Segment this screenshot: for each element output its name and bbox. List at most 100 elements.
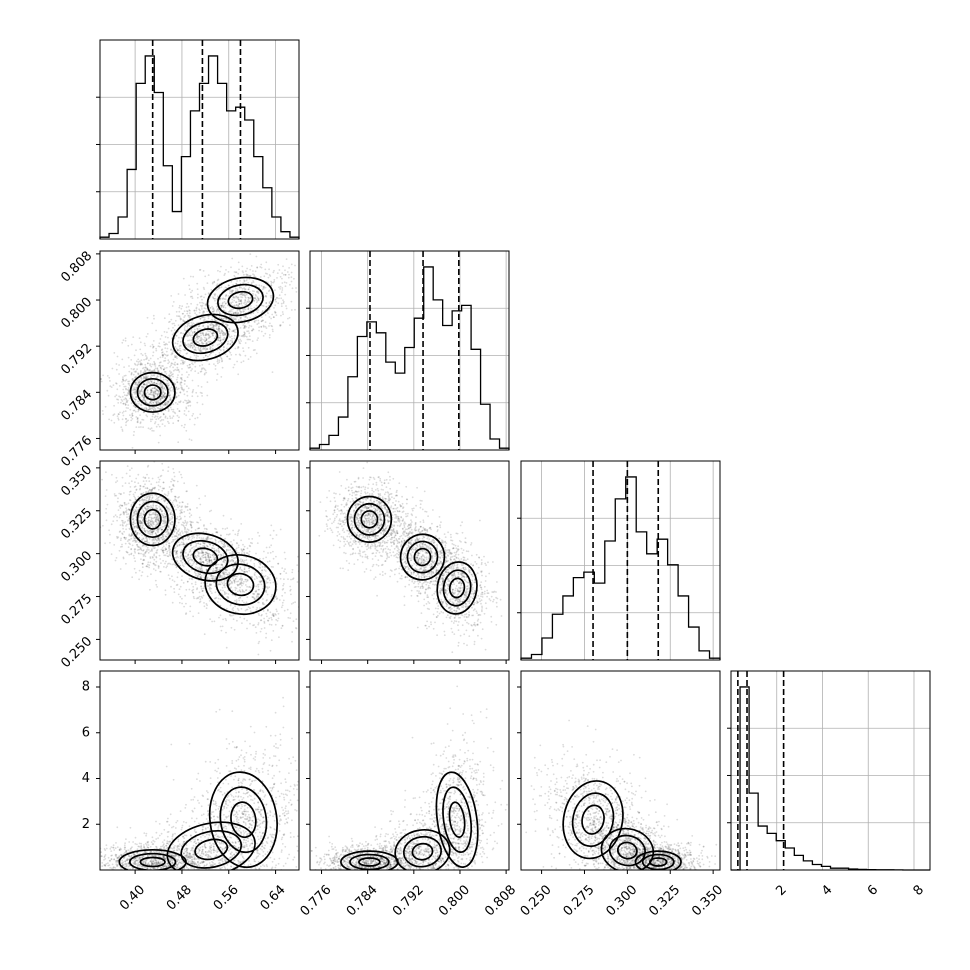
sample-point xyxy=(115,394,118,397)
sample-point xyxy=(233,318,236,321)
sample-point xyxy=(135,370,137,372)
sample-point xyxy=(206,348,209,351)
sample-point xyxy=(271,371,274,373)
sample-point xyxy=(218,583,220,585)
sample-point xyxy=(240,575,242,578)
sample-point xyxy=(257,583,260,586)
sample-point xyxy=(211,324,214,326)
hist-panel-0 xyxy=(96,39,300,240)
sample-point xyxy=(190,439,193,442)
sample-point xyxy=(131,446,134,449)
sample-point xyxy=(210,327,212,329)
sample-point xyxy=(182,541,185,544)
sample-point xyxy=(165,373,168,375)
sample-point xyxy=(239,566,242,569)
sample-point xyxy=(219,614,222,617)
sample-point xyxy=(232,618,235,621)
sample-point xyxy=(178,410,181,412)
sample-point xyxy=(202,348,205,350)
sample-point xyxy=(217,339,220,342)
sample-point xyxy=(214,591,217,594)
sample-point xyxy=(179,564,182,567)
sample-point xyxy=(131,576,134,579)
sample-point xyxy=(265,632,268,635)
sample-point xyxy=(268,316,271,318)
sample-point xyxy=(197,568,200,571)
sample-point xyxy=(141,519,144,521)
sample-point xyxy=(136,549,139,551)
sample-point xyxy=(188,312,191,315)
sample-point xyxy=(270,624,273,626)
sample-point xyxy=(143,506,146,509)
sample-point xyxy=(246,547,249,550)
sample-point xyxy=(239,327,242,329)
sample-point xyxy=(185,414,188,417)
sample-point xyxy=(177,530,179,533)
sample-point xyxy=(282,300,285,303)
sample-point xyxy=(195,354,198,357)
sample-point xyxy=(291,631,294,633)
sample-point xyxy=(143,485,145,488)
sample-point xyxy=(240,552,243,555)
sample-point xyxy=(248,550,251,553)
sample-point xyxy=(257,623,260,626)
sample-point xyxy=(122,402,125,405)
sample-point xyxy=(203,339,205,341)
sample-point xyxy=(186,394,189,397)
sample-point xyxy=(134,525,137,528)
sample-point xyxy=(123,366,125,368)
sample-point xyxy=(268,586,271,589)
sample-point xyxy=(246,571,249,573)
sample-point xyxy=(158,408,161,410)
sample-point xyxy=(238,529,240,531)
sample-point xyxy=(163,566,165,568)
sample-point xyxy=(243,333,246,336)
sample-point xyxy=(218,551,221,554)
sample-point xyxy=(231,589,234,592)
sample-point xyxy=(150,531,153,534)
sample-point xyxy=(187,366,190,369)
sample-point xyxy=(202,324,205,327)
sample-point xyxy=(147,395,150,398)
sample-point xyxy=(123,398,125,401)
sample-point xyxy=(238,298,240,301)
sample-point xyxy=(249,541,252,544)
sample-point xyxy=(180,476,183,479)
sample-point xyxy=(108,418,110,421)
sample-point xyxy=(222,338,225,341)
sample-point xyxy=(199,332,202,335)
sample-point xyxy=(116,537,119,539)
sample-point xyxy=(134,405,136,408)
sample-point xyxy=(171,558,173,560)
sample-point xyxy=(212,544,215,547)
sample-point xyxy=(125,421,127,424)
sample-point xyxy=(202,310,205,313)
sample-point xyxy=(157,389,160,392)
sample-point xyxy=(243,302,245,305)
sample-point xyxy=(225,269,227,271)
sample-point xyxy=(212,324,215,327)
sample-point xyxy=(240,569,243,571)
sample-point xyxy=(270,595,273,598)
sample-point xyxy=(237,298,240,301)
sample-point xyxy=(237,305,240,307)
sample-point xyxy=(153,369,156,371)
sample-point xyxy=(225,294,228,296)
sample-point xyxy=(130,367,133,370)
sample-point xyxy=(171,513,174,515)
sample-point xyxy=(272,581,275,584)
sample-point xyxy=(192,591,194,594)
sample-point xyxy=(204,354,207,357)
sample-point xyxy=(252,270,254,272)
sample-point xyxy=(265,612,268,615)
sample-point xyxy=(200,334,202,337)
sample-point xyxy=(209,543,211,546)
sample-point xyxy=(281,287,284,289)
sample-point xyxy=(198,364,201,367)
sample-point xyxy=(225,323,228,326)
sample-point xyxy=(162,394,165,397)
sample-point xyxy=(162,559,165,562)
sample-point xyxy=(161,406,164,408)
sample-point xyxy=(222,321,224,324)
sample-point xyxy=(219,297,222,300)
